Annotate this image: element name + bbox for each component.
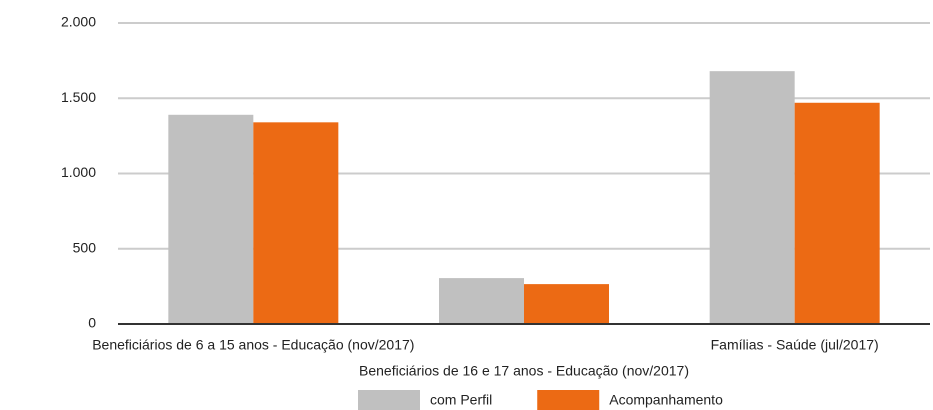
- x-tick-label: Beneficiários de 16 e 17 anos - Educação…: [359, 363, 689, 379]
- legend-label: com Perfil: [430, 392, 492, 408]
- y-tick-label: 500: [73, 239, 97, 255]
- y-tick-label: 0: [88, 315, 96, 331]
- legend-swatch: [358, 390, 420, 410]
- bar: [253, 122, 339, 324]
- bar: [439, 278, 524, 324]
- bar: [168, 114, 254, 325]
- x-tick-label: Famílias - Saúde (jul/2017): [711, 337, 879, 353]
- legend-label: Acompanhamento: [609, 392, 723, 408]
- bar: [524, 284, 609, 324]
- x-tick-label: Beneficiários de 6 a 15 anos - Educação …: [92, 337, 414, 353]
- y-tick-label: 1.500: [61, 89, 96, 105]
- bar: [709, 71, 795, 324]
- legend-swatch: [537, 390, 600, 410]
- bar: [794, 102, 880, 324]
- y-tick-label: 2.000: [61, 14, 96, 30]
- y-tick-label: 1.000: [61, 164, 96, 180]
